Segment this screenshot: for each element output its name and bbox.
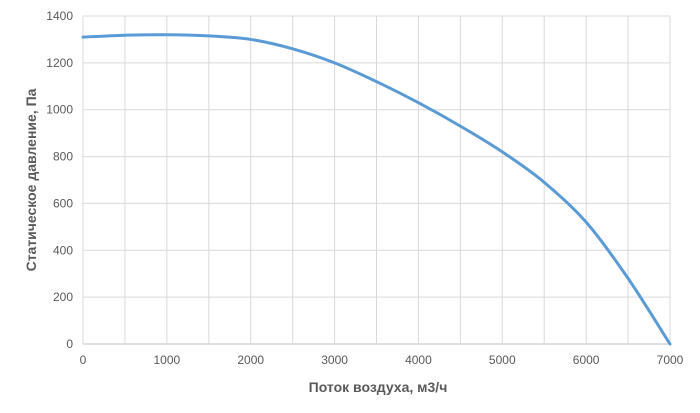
- x-axis-title: Поток воздуха, м3/ч: [309, 379, 448, 395]
- y-tick-label: 800: [53, 150, 73, 164]
- y-tick-label: 600: [53, 196, 73, 210]
- y-tick-label: 1400: [46, 9, 73, 23]
- x-tick-label: 7000: [657, 353, 684, 367]
- x-tick-label: 3000: [321, 353, 348, 367]
- y-tick-label: 0: [66, 337, 73, 351]
- y-tick-label: 1000: [46, 103, 73, 117]
- x-axis-ticks: 0 1000 2000 3000 4000 5000 6000 7000: [80, 353, 684, 367]
- y-tick-label: 1200: [46, 56, 73, 70]
- x-tick-label: 1000: [154, 353, 181, 367]
- y-axis-title: Статическое давление, Па: [23, 88, 39, 271]
- grid: [82, 15, 671, 345]
- x-tick-label: 2000: [237, 353, 264, 367]
- x-tick-label: 6000: [573, 353, 600, 367]
- y-tick-label: 200: [53, 290, 73, 304]
- x-tick-label: 4000: [405, 353, 432, 367]
- y-axis-ticks: 0 200 400 600 800 1000 1200 1400: [46, 9, 73, 351]
- series-group: [81, 33, 672, 346]
- y-tick-label: 400: [53, 243, 73, 257]
- x-tick-label: 5000: [489, 353, 516, 367]
- series-line: [81, 33, 672, 346]
- x-tick-label: 0: [80, 353, 87, 367]
